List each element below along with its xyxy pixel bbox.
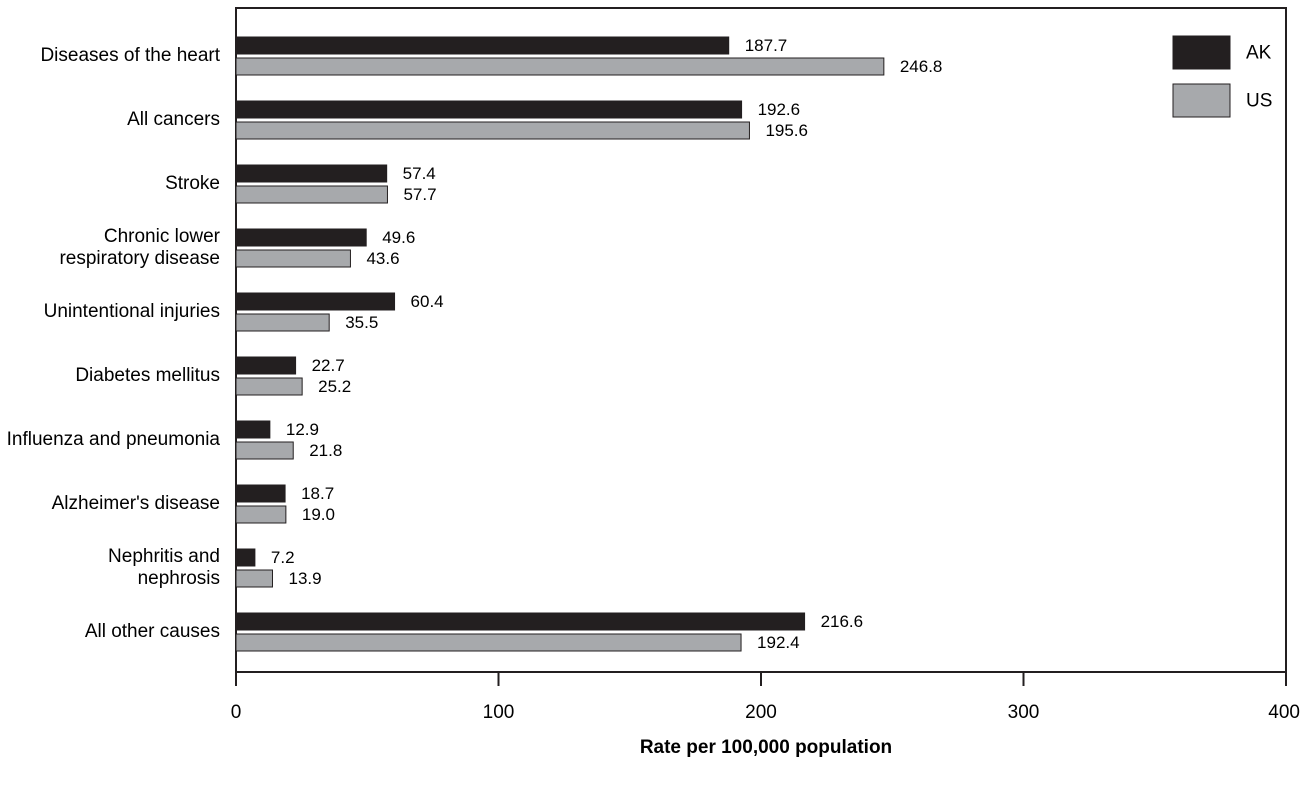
bar-us-0 [235,57,885,76]
value-label-ak-6: 12.9 [286,420,319,439]
value-label-ak-0: 187.7 [745,36,788,55]
category-label-4: Unintentional injuries [44,301,220,322]
category-label-8-line-0: Nephritis and [108,546,220,567]
x-tick-label-4: 400 [1268,702,1300,723]
legend-swatch-us [1172,83,1231,118]
value-label-us-0: 246.8 [900,57,943,76]
category-label-1: All cancers [127,109,220,130]
value-label-us-8: 13.9 [288,569,321,588]
bar-us-6 [235,441,294,460]
value-label-ak-2: 57.4 [403,164,436,183]
bar-ak-9 [235,612,806,631]
legend-label-ak: AK [1246,43,1272,64]
value-label-ak-4: 60.4 [411,292,444,311]
category-label-5: Diabetes mellitus [75,365,220,386]
value-label-us-4: 35.5 [345,313,378,332]
bar-ak-0 [235,36,730,55]
legend-label-us: US [1246,91,1272,112]
bar-us-8 [235,569,273,588]
category-labels: Diseases of the heart All cancers Stroke Ch… [7,45,221,642]
bar-ak-6 [235,420,271,439]
value-label-us-7: 19.0 [302,505,335,524]
bar-ak-7 [235,484,286,503]
bar-ak-1 [235,100,743,119]
bar-ak-3 [235,228,367,247]
bar-us-9 [235,633,742,652]
legend: AK US [1172,35,1272,118]
x-axis: 0 100 200 300 400 [231,672,1300,723]
value-label-us-9: 192.4 [757,633,800,652]
legend-swatch-ak [1172,35,1231,70]
category-label-7: Alzheimer's disease [52,493,220,514]
x-axis-title: Rate per 100,000 population [640,737,892,758]
category-label-9: All other causes [85,621,220,642]
value-label-ak-8: 7.2 [271,548,295,567]
x-tick-label-1: 100 [483,702,515,723]
category-label-3-line-1: respiratory disease [59,248,220,269]
bar-us-2 [235,185,388,204]
category-label-2: Stroke [165,173,220,194]
category-label-0: Diseases of the heart [40,45,220,66]
value-label-us-3: 43.6 [366,249,399,268]
value-label-us-1: 195.6 [765,121,808,140]
value-label-us-5: 25.2 [318,377,351,396]
bar-ak-8 [235,548,256,567]
x-tick-label-2: 200 [745,702,777,723]
category-label-6: Influenza and pneumonia [7,429,221,450]
bars [235,36,885,652]
value-label-us-6: 21.8 [309,441,342,460]
bar-ak-2 [235,164,388,183]
bar-us-4 [235,313,330,332]
x-tick-label-0: 0 [231,702,242,723]
value-label-ak-1: 192.6 [758,100,801,119]
bar-us-7 [235,505,287,524]
bar-us-5 [235,377,303,396]
category-label-3-line-0: Chronic lower [104,226,221,247]
bar-us-3 [235,249,351,268]
value-label-ak-9: 216.6 [821,612,864,631]
x-tick-label-3: 300 [1008,702,1040,723]
value-label-ak-3: 49.6 [382,228,415,247]
value-labels: 187.7 246.8 192.6 195.6 57.4 57.7 49.6 43.6 60.4… [271,36,942,652]
bar-ak-5 [235,356,297,375]
value-label-ak-5: 22.7 [312,356,345,375]
bar-us-1 [235,121,750,140]
value-label-us-2: 57.7 [403,185,436,204]
value-label-ak-7: 18.7 [301,484,334,503]
bar-ak-4 [235,292,396,311]
category-label-8-line-1: nephrosis [138,568,220,589]
